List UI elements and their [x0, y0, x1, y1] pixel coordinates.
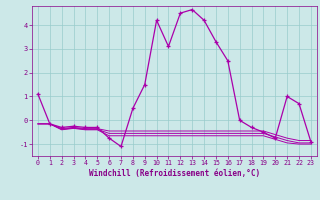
- X-axis label: Windchill (Refroidissement éolien,°C): Windchill (Refroidissement éolien,°C): [89, 169, 260, 178]
